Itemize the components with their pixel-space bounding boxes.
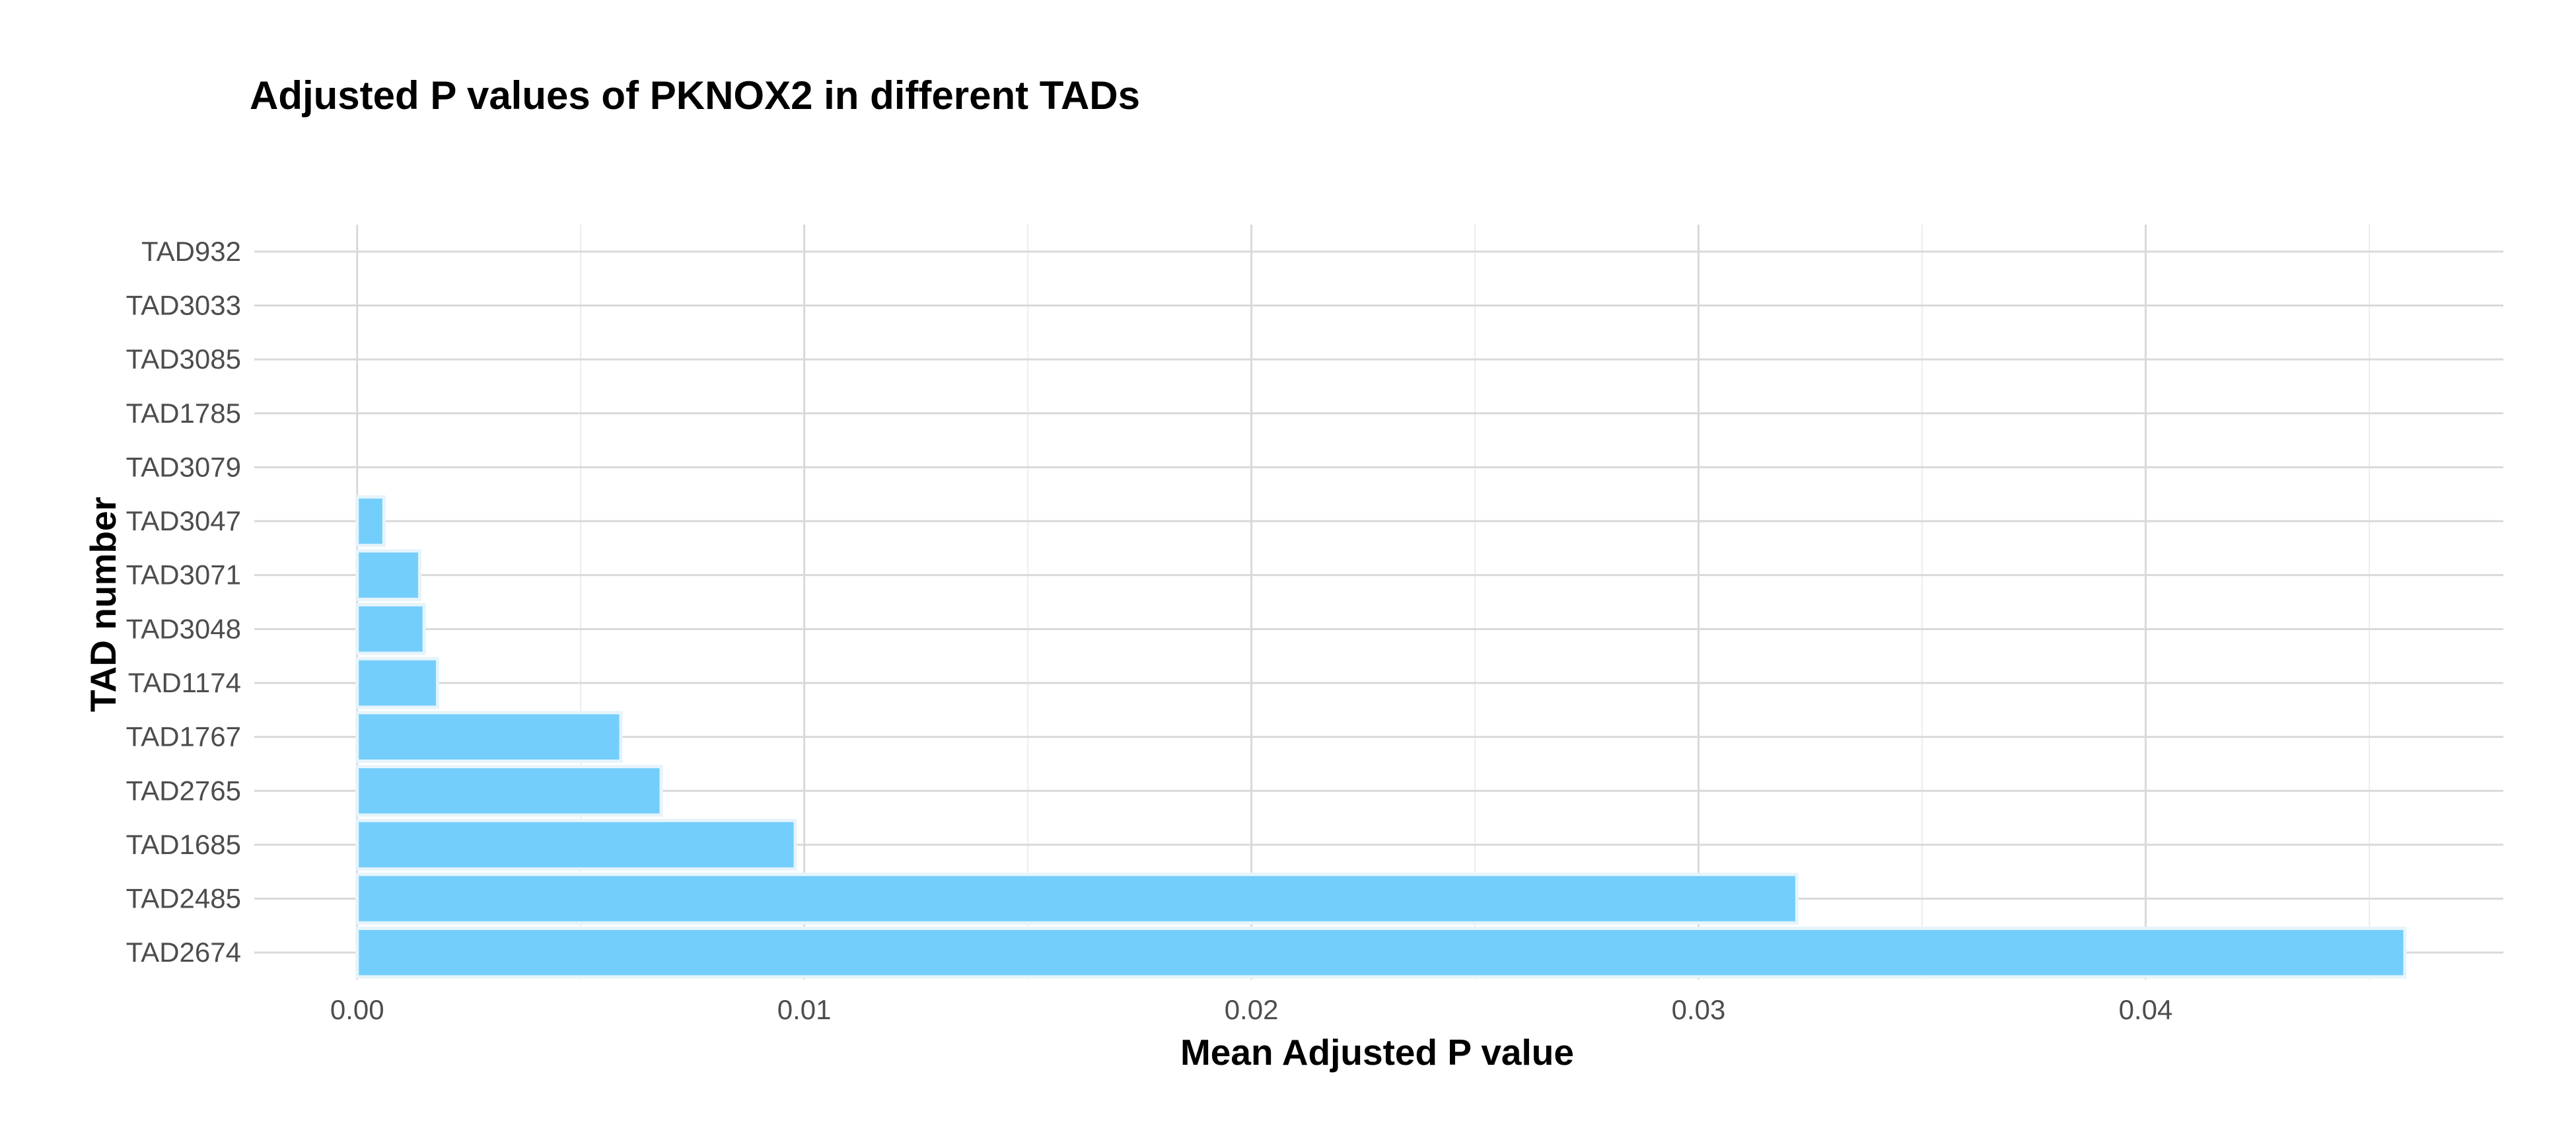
bar-tad3071 [355,549,421,601]
bar-tad1685 [355,818,797,871]
y-tick-label: TAD2765 [126,775,241,806]
y-tick-label: TAD1785 [126,398,241,429]
y-tick-label: TAD3047 [126,505,241,536]
x-tick-label: 0.03 [1672,994,1726,1025]
y-tick-label: TAD3079 [126,451,241,482]
y-tick-labels: TAD2674 TAD2485 TAD1685 TAD2765 TAD1767 TAD11… [126,236,241,968]
x-axis-title: Mean Adjusted P value [1180,1032,1574,1073]
y-tick-label: TAD2485 [126,883,241,914]
x-tick-labels: 0.00 0.01 0.02 0.03 0.04 [330,994,2173,1025]
bar-tad2765 [355,765,663,817]
y-tick-label: TAD3085 [126,343,241,375]
y-tick-label: TAD1685 [126,829,241,860]
y-tick-label: TAD2674 [126,937,241,968]
x-tick-label: 0.02 [1225,994,1279,1025]
y-axis-title: TAD number [83,497,124,712]
x-tick-label: 0.00 [330,994,384,1025]
bar-tad3048 [355,603,426,655]
y-tick-label: TAD1174 [128,667,241,698]
y-tick-label: TAD3033 [126,289,241,320]
y-tick-label: TAD1767 [126,721,241,752]
bars [355,495,2407,979]
y-tick-label: TAD3071 [126,559,241,591]
bar-tad1174 [355,657,440,709]
chart-title: Adjusted P values of PKNOX2 in different… [250,73,1140,118]
bar-tad2485 [355,873,1799,925]
bar-tad1767 [355,711,623,763]
x-tick-label: 0.01 [777,994,832,1025]
bar-tad2674 [355,926,2407,979]
y-tick-label: TAD932 [141,236,241,267]
y-tick-label: TAD3048 [126,613,241,644]
bar-tad3047 [355,495,386,548]
x-tick-label: 0.04 [2119,994,2173,1025]
